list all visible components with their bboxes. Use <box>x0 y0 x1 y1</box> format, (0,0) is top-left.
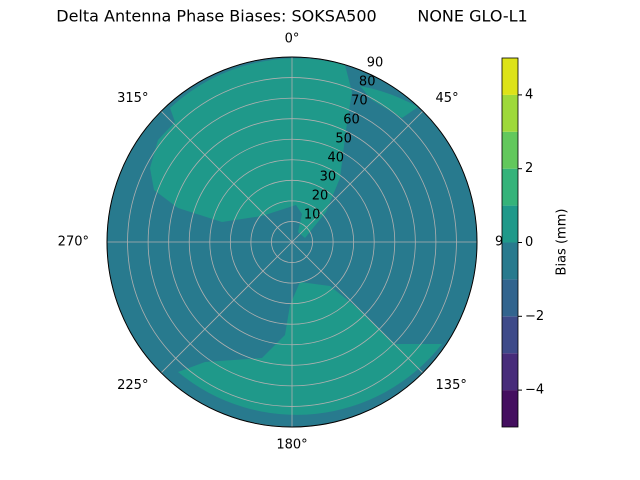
colorbar-bin <box>502 279 518 317</box>
radial-tick-label: 80 <box>359 75 376 90</box>
colorbar-tick-label: 0 <box>525 235 533 250</box>
radial-tick-label: 10 <box>304 208 321 223</box>
colorbar-bin <box>502 316 518 354</box>
angular-grid-line <box>160 110 293 243</box>
colorbar-tick-label: 4 <box>525 87 533 102</box>
colorbar-bin <box>502 168 518 206</box>
colorbar-bin <box>502 390 518 427</box>
colorbar-bin <box>502 205 518 243</box>
angular-tick-label: 0° <box>285 32 300 47</box>
angular-tick-label: 135° <box>436 378 467 393</box>
colorbar-tick-label: −2 <box>525 309 544 324</box>
colorbar-bin <box>502 58 518 95</box>
angular-tick-label: 270° <box>58 235 89 250</box>
colorbar-bin <box>502 131 518 169</box>
chart-title: Delta Antenna Phase Biases: SOKSA500 NON… <box>56 7 527 26</box>
contour-region <box>178 282 442 415</box>
radial-tick-label: 20 <box>312 189 329 204</box>
radial-tick-label: 30 <box>320 170 337 185</box>
angular-tick-label: 225° <box>117 378 148 393</box>
colorbar-bin <box>502 353 518 391</box>
angular-grid-line <box>291 241 424 374</box>
angular-tick-label: 45° <box>436 91 459 106</box>
angular-tick-label: 180° <box>276 438 307 453</box>
colorbar-bin <box>502 242 518 280</box>
radial-tick-label: 70 <box>351 94 368 109</box>
colorbar-tick-label: 2 <box>525 161 533 176</box>
contour-region <box>150 58 352 239</box>
radial-tick-label: 90 <box>367 56 384 71</box>
polar-frame <box>106 56 478 428</box>
angular-tick-label: 315° <box>117 91 148 106</box>
contour-region <box>360 86 418 118</box>
colorbar-bin <box>502 94 518 132</box>
angular-grid-line <box>160 241 293 374</box>
radial-tick-label: 60 <box>343 113 360 128</box>
radial-tick-label: 50 <box>335 132 352 147</box>
colorbar-tick-label: −4 <box>525 383 544 398</box>
angular-grid-line <box>291 110 424 243</box>
colorbar-label: Bias (mm) <box>555 209 570 276</box>
radial-tick-label: 40 <box>327 151 344 166</box>
